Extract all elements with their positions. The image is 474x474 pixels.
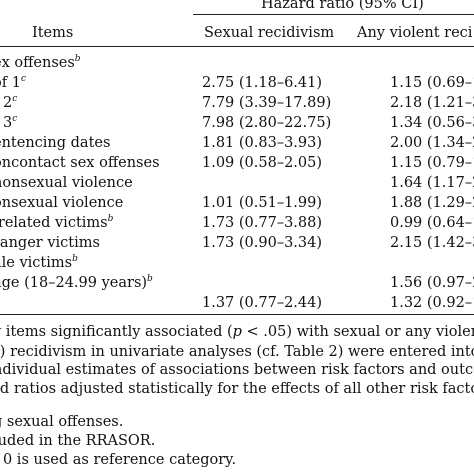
violent-recidivism-column-header: Any violent reci [357, 25, 473, 41]
violent-recidivism-cell: 2.15 (1.42–3 [390, 235, 474, 251]
row-label-text: ex offenses [0, 55, 75, 71]
row-label-text: f 2 [0, 95, 13, 111]
note-text: y items significantly associated ( [0, 324, 233, 340]
footnote-b: g sexual offenses. [0, 414, 124, 430]
footnote-marker: b [147, 274, 153, 284]
violent-recidivism-cell: 1.15 (0.79–1 [390, 155, 474, 171]
table-note-line-2: I) recidivism in univariate analyses (cf… [0, 342, 474, 362]
row-label-text: f 3 [0, 115, 13, 131]
footnote-c-part-1: luded in the RRASOR. [0, 433, 156, 449]
row-label: nonsexual violence [0, 173, 133, 193]
sexual-recidivism-cell: 1.81 (0.83–3.93) [202, 135, 323, 151]
table-note-line-1: y items significantly associated (p < .0… [0, 323, 474, 342]
table-row: nonsexual violence 1.64 (1.17–2 [0, 173, 474, 193]
row-label: f 2c [0, 93, 17, 113]
sexual-recidivism-cell: 1.01 (0.51–1.99) [202, 195, 323, 211]
footnote-marker: c [12, 114, 18, 124]
row-label: ale victimsb [0, 253, 78, 273]
table-bottom-rule [0, 314, 474, 315]
sexual-recidivism-cell: 2.75 (1.18–6.41) [202, 75, 323, 91]
violent-recidivism-cell: 2.00 (1.34–2 [390, 135, 474, 151]
row-label: age (18–24.99 years)b [0, 273, 153, 293]
row-label: f 3c [0, 113, 17, 133]
violent-recidivism-cell: 2.18 (1.21–3 [390, 95, 474, 111]
sexual-recidivism-cell: 1.37 (0.77–2.44) [202, 295, 323, 311]
violent-recidivism-cell: 1.15 (0.69–1 [390, 75, 474, 91]
footnote-marker: b [107, 214, 114, 224]
table-row: onsexual violence 1.01 (0.51–1.99) 1.88 (1… [0, 193, 474, 213]
sexual-recidivism-cell: 7.98 (2.80–22.75) [202, 115, 332, 131]
note-text: ) recidivism in univariate analyses (cf.… [0, 344, 474, 360]
row-label-text: ale victims [0, 255, 73, 271]
footnote-marker: c [20, 74, 26, 84]
row-label: ranger victims [0, 233, 100, 253]
table-row: -related victimsb 1.73 (0.77–3.88) 0.99 (0… [0, 213, 474, 233]
table-row: ale victimsb [0, 253, 474, 273]
sexual-recidivism-cell: 1.73 (0.90–3.34) [202, 235, 323, 251]
violent-recidivism-cell: 1.34 (0.56–3 [390, 115, 474, 131]
row-label-text: -related victims [0, 215, 108, 231]
footnote-c-part-2: f 0 is used as reference category. [0, 452, 237, 468]
violent-recidivism-cell: 1.64 (1.17–2 [390, 175, 474, 191]
row-label: -related victimsb [0, 213, 113, 233]
footnote-marker: b [74, 54, 81, 64]
header-bottom-rule [0, 46, 474, 47]
row-label-text: oncontact sex offenses [0, 155, 160, 171]
row-label: ex offensesb [0, 53, 81, 73]
violent-recidivism-cell: 1.32 (0.92–1 [390, 295, 474, 311]
p-value-symbol: p [232, 324, 242, 340]
row-label: of 1c [0, 73, 26, 93]
header-group-rule [193, 14, 474, 15]
table-row: entencing dates 1.81 (0.83–3.93) 2.00 (1.3… [0, 133, 474, 153]
sexual-recidivism-cell: 7.79 (3.39–17.89) [202, 95, 332, 111]
table-note-line-4: rd ratios adjusted statistically for the… [0, 381, 474, 397]
row-label: oncontact sex offenses [0, 153, 160, 173]
row-label-text: nonsexual violence [0, 175, 133, 191]
sexual-recidivism-cell: 1.73 (0.77–3.88) [202, 215, 323, 231]
row-label: entencing dates [0, 133, 110, 153]
table-row: of 1c 2.75 (1.18–6.41) 1.15 (0.69–1 [0, 73, 474, 93]
table-row: 1.37 (0.77–2.44) 1.32 (0.92–1 [0, 293, 474, 313]
sexual-recidivism-column-header: Sexual recidivism [204, 25, 335, 41]
row-label-text: onsexual violence [0, 195, 124, 211]
table-row: f 2c 7.79 (3.39–17.89) 2.18 (1.21–3 [0, 93, 474, 113]
row-label-text: age (18–24.99 years) [0, 275, 148, 291]
table-row: ranger victims 1.73 (0.90–3.34) 2.15 (1.42… [0, 233, 474, 253]
footnote-marker: b [72, 254, 78, 264]
hazard-ratio-header: Hazard ratio (95% CI) [261, 0, 424, 12]
violent-recidivism-cell: 0.99 (0.64–1 [390, 215, 474, 231]
note-text: < .05) with sexual or any violen [241, 324, 474, 340]
row-label-text: ranger victims [0, 235, 100, 251]
violent-recidivism-cell: 1.56 (0.97–2 [390, 275, 474, 291]
row-label: onsexual violence [0, 193, 123, 213]
sexual-recidivism-cell: 1.09 (0.58–2.05) [202, 155, 323, 171]
row-label-text: of 1 [0, 75, 21, 91]
table-row: oncontact sex offenses 1.09 (0.58–2.05) 1.… [0, 153, 474, 173]
table-row: f 3c 7.98 (2.80–22.75) 1.34 (0.56–3 [0, 113, 474, 133]
row-label-text: entencing dates [0, 135, 111, 151]
footnote-marker: c [12, 94, 18, 104]
violent-recidivism-cell: 1.88 (1.29–2 [390, 195, 474, 211]
table-note-line-3: ndividual estimates of associations betw… [0, 362, 474, 378]
table-row: age (18–24.99 years)b 1.56 (0.97–2 [0, 273, 474, 293]
table-row: ex offensesb [0, 53, 474, 73]
items-column-header: Items [32, 25, 74, 41]
